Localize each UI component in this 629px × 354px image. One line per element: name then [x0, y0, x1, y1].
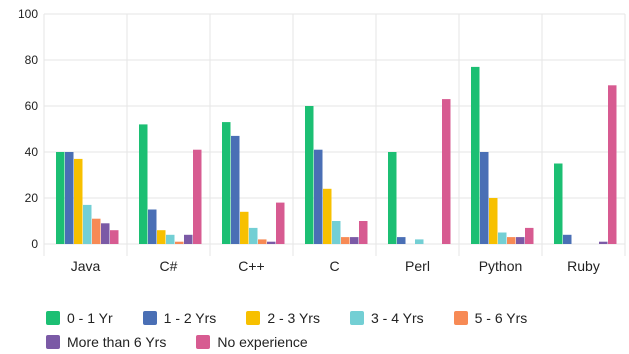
bar-c--3	[249, 227, 258, 244]
legend-label: 3 - 4 Yrs	[370, 310, 424, 326]
legend-swatch	[349, 311, 364, 325]
bar-ruby-1	[563, 234, 572, 244]
legend-label: No experience	[217, 334, 308, 350]
legend-item: 2 - 3 Yrs	[246, 310, 320, 326]
x-tick-label: C	[329, 258, 339, 274]
legend-row: 0 - 1 Yr 1 - 2 Yrs 2 - 3 Yrs 3 - 4 Yrs 5 - 6…	[46, 306, 616, 330]
legend-item: 5 - 6 Yrs	[453, 310, 528, 326]
bar-ruby-0	[554, 163, 563, 244]
y-tick-label: 20	[25, 191, 39, 205]
legend-label: 1 - 2 Yrs	[163, 310, 217, 326]
legend-label: 5 - 6 Yrs	[474, 310, 528, 326]
bar-java-2	[74, 158, 83, 244]
bar-python-5	[516, 237, 525, 244]
bar-c-1	[314, 149, 323, 244]
x-tick-label: C#	[160, 258, 178, 274]
bar-java-4	[92, 218, 101, 244]
legend-item: 0 - 1 Yr	[46, 310, 113, 326]
legend-swatch	[246, 311, 261, 325]
bar-c-6	[359, 221, 368, 244]
bar-python-3	[498, 232, 507, 244]
bar-c--1	[231, 135, 240, 244]
bar-java-0	[56, 152, 65, 244]
y-tick-label: 100	[18, 7, 38, 21]
bar-ruby-6	[608, 85, 617, 244]
legend-swatch	[453, 311, 468, 325]
bar-perl-0	[388, 152, 397, 244]
legend-row: More than 6 Yrs No experience	[46, 330, 616, 354]
bar-perl-1	[397, 237, 406, 244]
legend-item: More than 6 Yrs	[46, 334, 166, 350]
bar-c--5	[184, 234, 193, 244]
x-tick-label: Python	[479, 258, 523, 274]
legend-label: More than 6 Yrs	[67, 334, 167, 350]
bar-c--3	[166, 234, 175, 244]
bar-python-1	[480, 152, 489, 244]
y-tick-label: 0	[31, 237, 38, 251]
bar-perl-3	[415, 239, 424, 244]
x-tick-label: C++	[238, 258, 264, 274]
gridlines	[43, 13, 626, 256]
legend-label: 0 - 1 Yr	[67, 310, 113, 326]
x-tick-label: Perl	[405, 258, 430, 274]
bar-ruby-5	[599, 241, 608, 244]
bar-c-5	[350, 237, 359, 244]
legend-label: 2 - 3 Yrs	[267, 310, 320, 326]
bar-c--2	[240, 211, 249, 244]
bar-c-2	[323, 188, 332, 244]
bar-c--6	[193, 149, 202, 244]
bar-java-1	[65, 152, 74, 244]
legend-swatch	[196, 335, 211, 349]
bar-c-3	[332, 221, 341, 244]
bar-python-0	[471, 66, 480, 245]
bar-c--6	[276, 202, 285, 244]
bar-python-2	[489, 198, 498, 244]
bar-c--1	[148, 209, 157, 244]
bars	[56, 66, 617, 245]
y-axis-ticks: 0 20 40 60 80 100	[18, 7, 38, 251]
bar-python-4	[507, 237, 516, 244]
legend-item: 1 - 2 Yrs	[142, 310, 217, 326]
bar-chart: 0 20 40 60 80 100 Java C# C++ C Perl Python Ruby	[18, 7, 626, 274]
bar-java-6	[110, 230, 119, 244]
legend-item: 3 - 4 Yrs	[349, 310, 424, 326]
bar-c-0	[305, 106, 314, 244]
x-tick-label: Java	[71, 258, 101, 274]
bar-python-6	[525, 227, 534, 244]
legend-swatch	[46, 311, 60, 325]
x-tick-label: Ruby	[567, 258, 600, 274]
y-tick-label: 60	[25, 99, 39, 113]
bar-java-3	[83, 204, 92, 244]
legend-item: No experience	[196, 334, 308, 350]
bar-java-5	[101, 223, 110, 244]
legend: 0 - 1 Yr 1 - 2 Yrs 2 - 3 Yrs 3 - 4 Yrs 5 - 6…	[46, 306, 616, 354]
bar-c--4	[175, 241, 184, 244]
y-tick-label: 40	[25, 145, 39, 159]
bar-c--0	[139, 124, 148, 244]
legend-swatch	[142, 311, 157, 325]
y-tick-label: 80	[25, 53, 39, 67]
bar-perl-6	[442, 99, 451, 244]
bar-c--5	[267, 241, 276, 244]
bar-c--0	[222, 122, 231, 244]
legend-swatch	[46, 335, 60, 349]
bar-c--2	[157, 230, 166, 244]
bar-c--4	[258, 239, 267, 244]
x-axis-ticks: Java C# C++ C Perl Python Ruby	[71, 258, 600, 274]
bar-c-4	[341, 237, 350, 244]
